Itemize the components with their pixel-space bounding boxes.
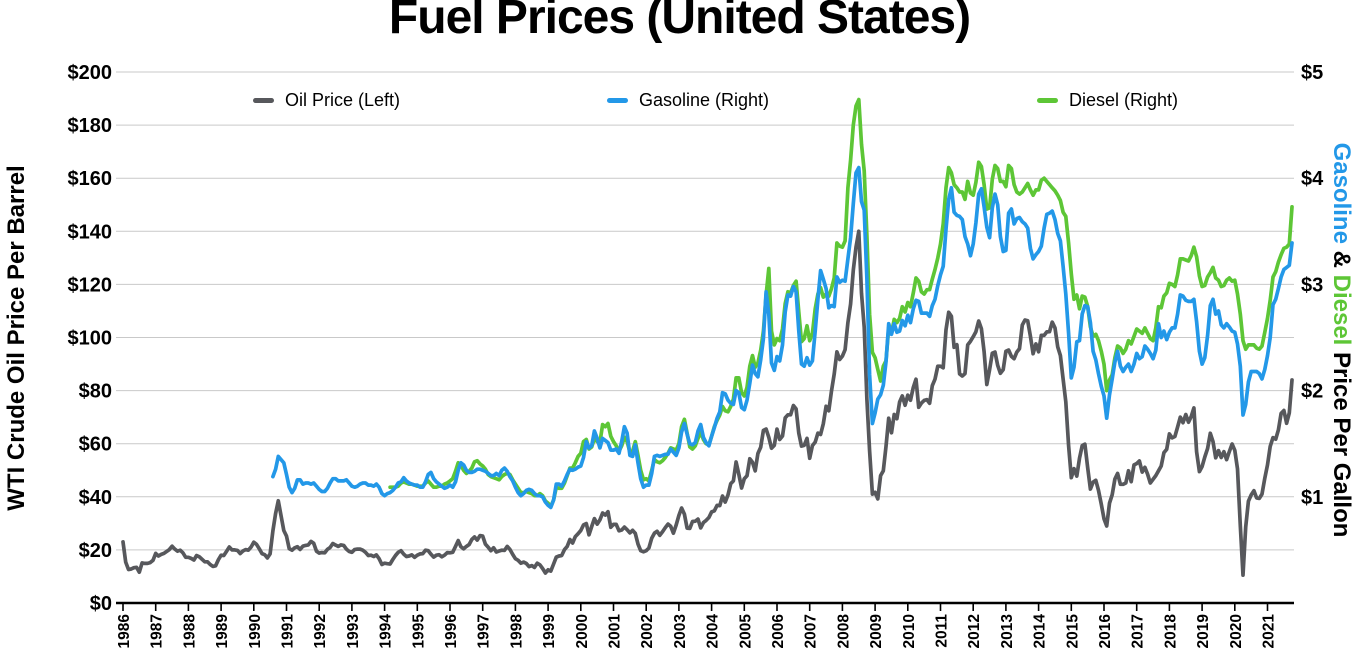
- x-axis-tick-label: 2016: [1097, 614, 1114, 649]
- x-axis-tick-label: 1999: [541, 614, 558, 649]
- x-axis-tick-label: 2005: [737, 614, 754, 649]
- gasoline-price-line: [271, 165, 1294, 510]
- right-axis-tick-label: $2: [1301, 381, 1323, 403]
- diesel-price-line: [388, 97, 1294, 509]
- x-axis-tick-label: 2014: [1032, 614, 1049, 649]
- left-axis-tick-label: $100: [68, 328, 113, 350]
- x-axis-tick-label: 1997: [476, 614, 493, 648]
- x-axis-tick-label: 2021: [1261, 614, 1278, 649]
- left-axis-tick-label: $20: [79, 540, 112, 562]
- x-axis-tick-label: 2017: [1130, 614, 1147, 648]
- x-axis-tick-label: 2007: [803, 614, 820, 648]
- oil-price-line: [121, 229, 1294, 577]
- x-axis-tick-label: 2010: [901, 614, 918, 648]
- x-axis-tick-label: 1993: [345, 614, 362, 649]
- x-axis-tick-label: 1994: [378, 614, 395, 649]
- x-axis-tick-label: 2003: [672, 614, 689, 649]
- left-axis-tick-label: $40: [79, 487, 112, 509]
- x-axis-tick-label: 1988: [181, 614, 198, 649]
- left-axis-tick-label: $60: [79, 434, 112, 456]
- left-axis-tick-label: $200: [68, 62, 113, 84]
- x-axis-tick-label: 1991: [280, 614, 297, 649]
- right-axis-tick-label: $5: [1301, 62, 1323, 84]
- x-axis-tick-label: 2006: [770, 614, 787, 649]
- x-axis-tick-label: 1992: [312, 614, 329, 648]
- x-axis-tick-label: 1998: [508, 614, 525, 649]
- x-axis-tick-label: 2001: [607, 614, 624, 649]
- x-axis-tick-label: 2002: [639, 614, 656, 648]
- x-axis-tick-label: 2011: [934, 614, 951, 648]
- left-axis-tick-label: $80: [79, 381, 112, 403]
- x-axis-tick-label: 2020: [1228, 614, 1245, 648]
- x-axis-tick-label: 2013: [999, 614, 1016, 649]
- x-axis-tick-label: 1995: [410, 614, 427, 649]
- right-axis-tick-label: $1: [1301, 487, 1323, 509]
- left-axis-tick-label: $140: [68, 221, 113, 243]
- x-axis-tick-label: 2012: [966, 614, 983, 648]
- x-axis-tick-label: 2000: [574, 614, 591, 648]
- x-axis-tick-label: 1990: [247, 614, 264, 648]
- left-axis-tick-label: $120: [68, 274, 113, 296]
- x-axis-tick-label: 1986: [116, 614, 133, 649]
- x-axis-tick-label: 2015: [1064, 614, 1081, 649]
- left-axis-tick-label: $160: [68, 168, 113, 190]
- x-axis-tick-label: 1996: [443, 614, 460, 649]
- x-axis-tick-label: 2009: [868, 614, 885, 649]
- left-axis-tick-label: $180: [68, 115, 113, 137]
- x-axis-tick-label: 2018: [1162, 614, 1179, 649]
- x-axis-tick-label: 1987: [149, 614, 166, 648]
- x-axis-tick-label: 2019: [1195, 614, 1212, 649]
- right-axis-tick-label: $4: [1301, 168, 1324, 190]
- x-axis-tick-label: 1989: [214, 614, 231, 649]
- chart-title: Fuel Prices (United States): [388, 0, 971, 44]
- x-axis-tick-label: 2004: [705, 614, 722, 649]
- right-axis-tick-label: $3: [1301, 274, 1323, 296]
- x-axis-tick-label: 2008: [835, 614, 852, 649]
- left-axis-tick-label: $0: [90, 593, 112, 615]
